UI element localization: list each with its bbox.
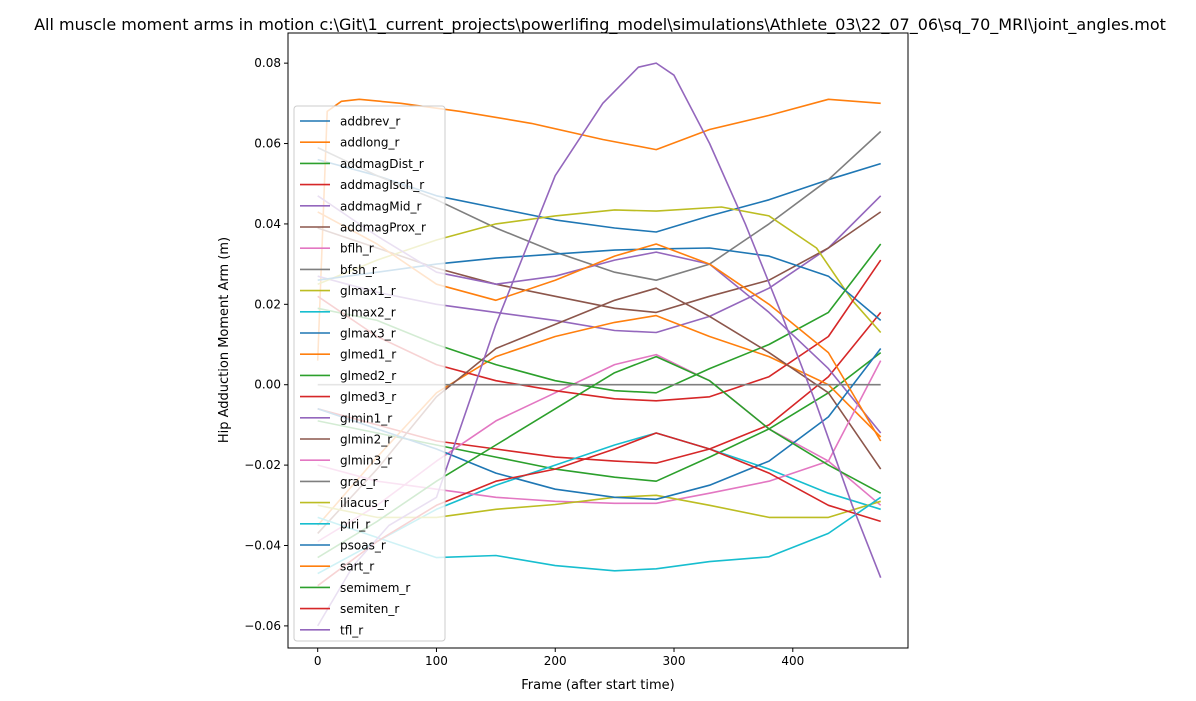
legend: addbrev_r addlong_r addmagDist_r addmagIsch… — [293, 105, 446, 642]
legend-label: addmagIsch_r — [340, 178, 424, 192]
plot-frame — [287, 32, 909, 649]
y-tick-label: 0.04 — [254, 217, 281, 231]
x-tick-label: 0 — [314, 654, 322, 668]
legend-label: glmin3_r — [340, 454, 392, 468]
x-axis: 0 100 200 300 400 — [314, 648, 804, 668]
chart-title: All muscle moment arms in motion c:\Git\… — [34, 15, 1166, 35]
legend-label: glmax1_r — [340, 284, 396, 298]
legend-box — [293, 105, 446, 642]
legend-label: glmin1_r — [340, 411, 392, 425]
x-tick-label: 400 — [781, 654, 804, 668]
legend-label: addbrev_r — [340, 115, 400, 129]
y-tick-label: −0.04 — [244, 539, 281, 553]
y-axis: −0.06 −0.04 −0.02 0.00 0.02 0.04 0.06 0.08 — [244, 56, 288, 633]
legend-label: bfsh_r — [340, 263, 377, 277]
legend-label: semimem_r — [340, 581, 410, 595]
y-tick-label: −0.02 — [244, 458, 281, 472]
series-line-addlong_r — [316, 98, 881, 361]
legend-label: semiten_r — [340, 602, 399, 616]
legend-label: glmin2_r — [340, 433, 392, 447]
legend-label: piri_r — [340, 517, 370, 531]
y-tick-label: 0.08 — [254, 56, 281, 70]
legend-label: addmagProx_r — [340, 221, 426, 235]
legend-label: glmed3_r — [340, 390, 396, 404]
legend-label: iliacus_r — [340, 496, 389, 510]
legend-label: addmagMid_r — [340, 199, 422, 213]
y-tick-label: −0.06 — [244, 619, 281, 633]
legend-label: glmax3_r — [340, 327, 396, 341]
x-tick-label: 300 — [663, 654, 686, 668]
legend-label: psoas_r — [340, 539, 386, 553]
legend-label: addmagDist_r — [340, 157, 424, 171]
y-tick-label: 0.00 — [254, 378, 281, 392]
legend-label: grac_r — [340, 475, 378, 489]
x-tick-label: 100 — [425, 654, 448, 668]
legend-label: tfl_r — [340, 623, 363, 637]
legend-label: bflh_r — [340, 242, 374, 256]
legend-label: glmax2_r — [340, 305, 396, 319]
y-tick-label: 0.02 — [254, 297, 281, 311]
y-axis-label: Hip Adduction Moment Arm (m) — [217, 237, 232, 443]
legend-label: glmed2_r — [340, 369, 396, 383]
x-tick-label: 200 — [544, 654, 567, 668]
legend-label: glmed1_r — [340, 348, 396, 362]
legend-label: addlong_r — [340, 136, 399, 150]
x-axis-label: Frame (after start time) — [521, 678, 674, 693]
legend-label: sart_r — [340, 560, 374, 574]
y-tick-label: 0.06 — [254, 137, 281, 151]
